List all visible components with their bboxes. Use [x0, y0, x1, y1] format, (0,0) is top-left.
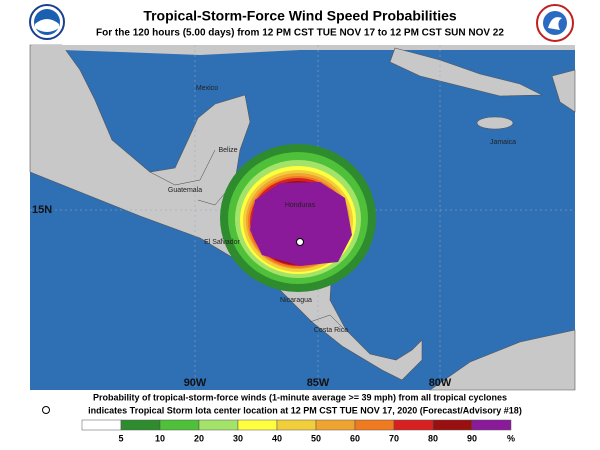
legend-swatch — [354, 419, 395, 431]
legend-label: 70 — [389, 433, 399, 443]
map — [29, 44, 576, 391]
country-label: El Salvador — [204, 239, 240, 246]
legend-label: 5 — [118, 433, 123, 443]
subtitle: For the 120 hours (5.00 days) from 12 PM… — [96, 28, 504, 39]
caption-line: Probability of tropical-storm-force wind… — [93, 392, 507, 402]
legend-label: 30 — [233, 433, 243, 443]
country-label: Mexico — [196, 85, 218, 92]
legend-swatch — [120, 419, 161, 431]
legend-swatch — [276, 419, 317, 431]
longitude-label: 90W — [184, 377, 207, 389]
storm-symbol — [42, 406, 50, 414]
caption-line: indicates Tropical Storm Iota center loc… — [88, 405, 522, 415]
legend-swatch — [393, 419, 434, 431]
country-label: Costa Rica — [314, 327, 348, 334]
legend-label: 90 — [467, 433, 477, 443]
legend-swatch — [237, 419, 278, 431]
legend-label: 10 — [155, 433, 165, 443]
latitude-label: 15N — [32, 204, 52, 216]
country-label: Guatemala — [168, 187, 202, 194]
longitude-label: 85W — [307, 377, 330, 389]
legend-label: % — [507, 433, 515, 443]
country-label: Jamaica — [490, 139, 516, 146]
legend-swatch — [315, 419, 356, 431]
legend-label: 40 — [272, 433, 282, 443]
noaa-logo — [29, 4, 65, 40]
legend-swatch — [159, 419, 200, 431]
legend-label: 80 — [428, 433, 438, 443]
legend-swatch — [471, 419, 512, 431]
legend-label: 20 — [194, 433, 204, 443]
title: Tropical-Storm-Force Wind Speed Probabil… — [143, 8, 457, 24]
legend-swatch — [81, 419, 122, 431]
longitude-label: 80W — [429, 377, 452, 389]
legend-label: 60 — [350, 433, 360, 443]
country-label: Nicaragua — [280, 297, 312, 304]
legend-swatch — [432, 419, 473, 431]
nws-logo — [536, 4, 574, 42]
legend-swatch — [198, 419, 239, 431]
legend-label: 50 — [311, 433, 321, 443]
country-label: Honduras — [285, 202, 316, 209]
country-label: Belize — [218, 147, 237, 154]
